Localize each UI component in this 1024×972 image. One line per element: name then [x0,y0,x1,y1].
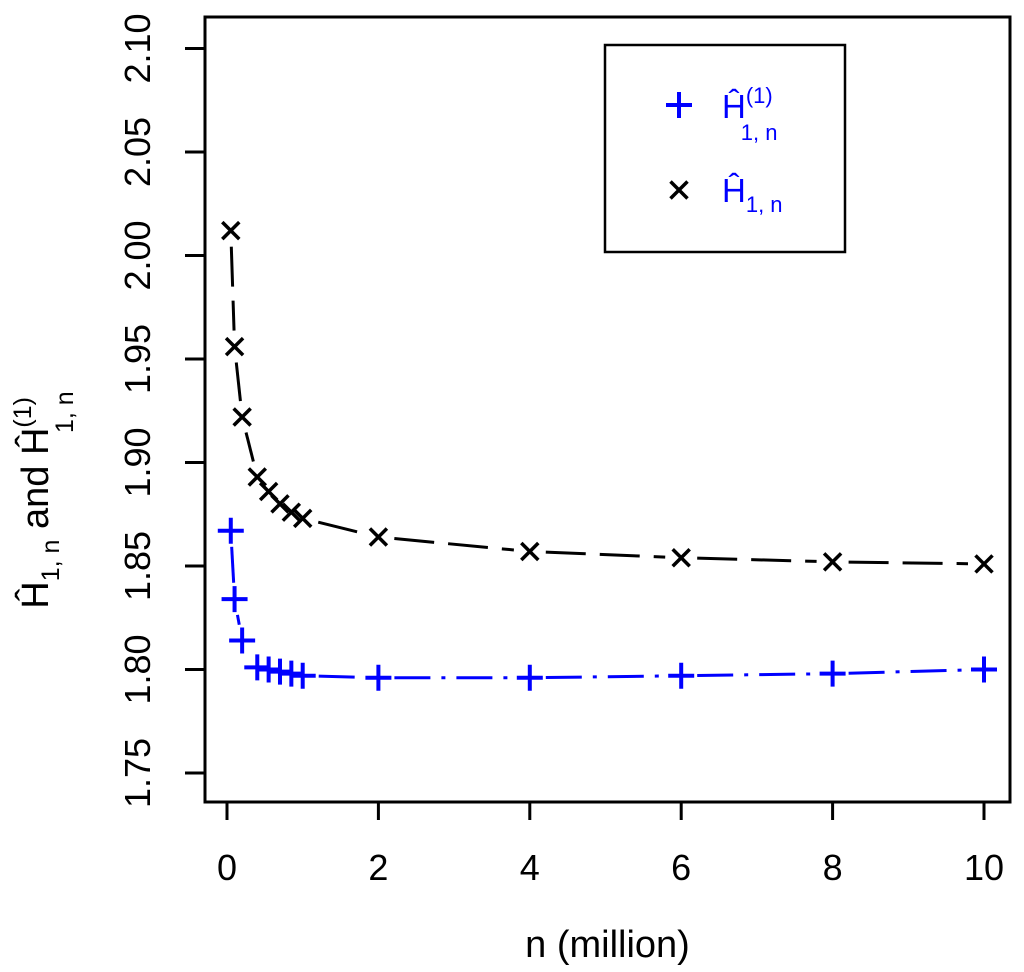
y-tick-label: 2.10 [117,13,158,83]
series-line-segment-H1n_hat [848,560,969,566]
data-point-H1n_hat_sup1 [516,664,543,691]
y-tick-label: 2.05 [117,117,158,187]
data-point-H1n_hat_sup1 [668,662,695,689]
y-tick-label: 2.00 [117,220,158,290]
data-point-H1n_hat [520,541,540,562]
data-point-H1n_hat [292,508,313,529]
data-point-H1n_hat [232,407,252,427]
data-point-H1n_hat [974,554,994,574]
data-point-H1n_hat [281,502,302,522]
series-line-segment-H1n_hat [244,432,255,462]
series-line-segment-H1n_hat [545,550,666,559]
data-point-H1n_hat_sup1 [244,654,271,681]
series-line-segment-H1n_hat [317,520,364,535]
x-axis-label: n (million) [525,924,690,966]
data-point-H1n_hat [671,547,691,568]
x-tick-label: 6 [671,847,691,888]
data-point-H1n_hat_sup1 [229,627,256,654]
x-tick-label: 0 [217,847,237,888]
x-tick-label: 10 [964,847,1004,888]
y-tick-label: 1.85 [117,531,158,601]
legend-marker-plus [666,92,692,118]
data-point-H1n_hat_sup1 [365,664,392,691]
x-tick-label: 2 [368,847,388,888]
series-line-segment-H1n_hat [697,556,817,563]
data-point-H1n_hat_sup1 [266,658,293,685]
data-point-H1n_hat_sup1 [255,656,282,683]
y-axis-label: Ĥ1, n and Ĥ(1) 1, n [9,391,79,608]
x-tick-label: 8 [823,847,843,888]
data-point-H1n_hat [221,220,241,241]
data-point-H1n_hat_sup1 [278,660,305,687]
y-tick-label: 1.90 [117,427,158,497]
data-point-H1n_hat [247,467,268,487]
series-line-segment-H1n_hat [229,246,236,331]
legend-label: Ĥ(1) 1, n [722,83,777,145]
series-line-segment-H1n_hat_sup1 [697,672,817,677]
plot-border [203,15,1012,804]
legend-box [603,43,847,254]
series-line-segment-H1n_hat_sup1 [848,668,969,675]
y-tick-label: 1.80 [117,634,158,704]
y-tick-label: 1.75 [117,738,158,808]
data-point-H1n_hat_sup1 [217,517,244,544]
legend-label: Ĥ1, n [722,172,783,217]
legend-marker-x [669,180,689,200]
series-line-segment-H1n_hat_sup1 [545,674,666,680]
data-point-H1n_hat [822,552,843,572]
data-point-H1n_hat [270,494,290,514]
series-line-segment-H1n_hat_sup1 [230,546,236,584]
series-line-segment-H1n_hat_sup1 [318,674,363,679]
series-line-segment-H1n_hat [394,537,515,552]
data-point-H1n_hat_sup1 [971,656,997,683]
data-point-H1n_hat_sup1 [289,662,316,689]
series-line-segment-H1n_hat [234,362,242,402]
data-point-H1n_hat [224,336,245,357]
data-point-H1n_hat_sup1 [221,586,248,613]
data-point-H1n_hat [368,527,389,547]
y-tick-label: 1.95 [117,324,158,394]
data-point-H1n_hat_sup1 [819,660,846,687]
x-tick-label: 4 [520,847,540,888]
series-line-segment-H1n_hat_sup1 [235,614,241,626]
